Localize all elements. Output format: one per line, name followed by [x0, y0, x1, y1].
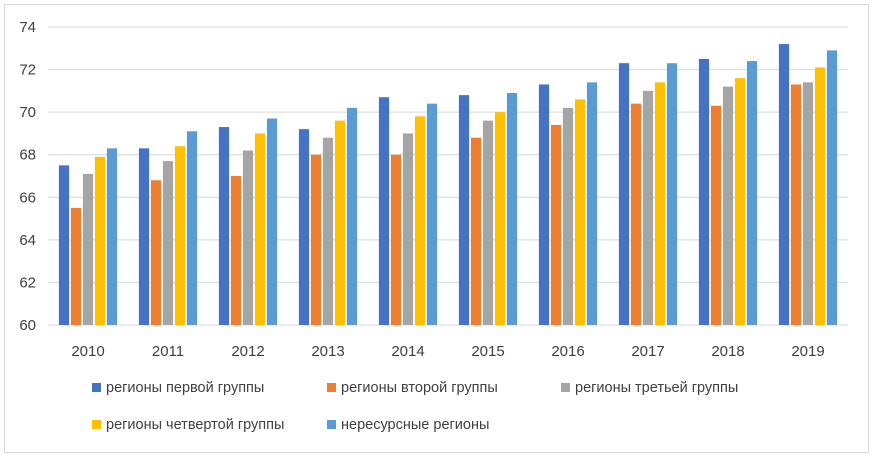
bar-2018-series-2	[710, 105, 722, 325]
bar-2016-series-3	[562, 107, 574, 325]
y-tick-label: 74	[19, 19, 36, 36]
bar-2013-series-2	[310, 154, 322, 325]
x-tick-label: 2014	[391, 343, 424, 360]
legend-swatch-2	[327, 383, 336, 392]
bar-2015-series-2	[470, 137, 482, 325]
bar-2011-series-2	[150, 180, 162, 325]
bar-2011-series-3	[162, 161, 174, 325]
bar-2019-series-1	[778, 44, 790, 326]
bar-2017-series-4	[654, 82, 666, 325]
bar-2012-series-3	[242, 150, 254, 325]
bar-2016-series-1	[538, 84, 550, 325]
bar-2019-series-2	[790, 84, 802, 325]
y-tick-label: 62	[19, 274, 36, 291]
x-tick-label: 2012	[231, 343, 264, 360]
bar-2014-series-1	[378, 97, 390, 325]
legend-label-4: регионы четвертой группы	[106, 417, 284, 433]
bar-2012-series-4	[254, 133, 266, 325]
bar-2013-series-3	[322, 137, 334, 325]
bar-2013-series-4	[334, 120, 346, 326]
legend-label-1: регионы первой группы	[106, 380, 264, 396]
bar-2019-series-4	[814, 67, 826, 325]
bar-2016-series-5	[586, 82, 598, 325]
bar-2010-series-3	[82, 173, 94, 325]
bar-2010-series-1	[58, 165, 70, 325]
x-tick-label: 2016	[551, 343, 584, 360]
bar-2014-series-3	[402, 133, 414, 325]
bar-2018-series-1	[698, 58, 710, 326]
x-tick-label: 2019	[791, 343, 824, 360]
bar-2012-series-1	[218, 127, 230, 326]
y-tick-label: 68	[19, 147, 36, 164]
bar-2014-series-2	[390, 154, 402, 325]
bar-2012-series-2	[230, 176, 242, 325]
bar-2017-series-2	[630, 103, 642, 325]
x-tick-label: 2011	[152, 343, 184, 360]
bar-2011-series-1	[138, 148, 150, 325]
bar-2017-series-3	[642, 90, 654, 325]
legend-swatch-4	[92, 420, 101, 429]
bar-2014-series-5	[426, 103, 438, 325]
x-tick-label: 2013	[311, 343, 344, 360]
bar-2016-series-2	[550, 124, 562, 326]
bar-2011-series-5	[186, 131, 198, 325]
bar-2019-series-5	[826, 50, 838, 326]
bar-2015-series-5	[506, 92, 518, 325]
x-tick-label: 2010	[71, 343, 104, 360]
bar-2018-series-5	[746, 61, 758, 326]
x-tick-label: 2017	[631, 343, 664, 360]
bar-2013-series-1	[298, 129, 310, 325]
bar-2015-series-1	[458, 95, 470, 325]
legend-swatch-1	[92, 383, 101, 392]
y-tick-label: 72	[19, 62, 36, 79]
bar-2010-series-2	[70, 207, 82, 325]
bar-2019-series-3	[802, 82, 814, 325]
x-tick-label: 2018	[711, 343, 744, 360]
legend-label-3: регионы третьей группы	[575, 380, 738, 396]
y-tick-label: 60	[19, 317, 36, 334]
bar-2015-series-3	[482, 120, 494, 326]
y-tick-label: 70	[19, 104, 36, 121]
bar-2014-series-4	[414, 116, 426, 326]
bar-2017-series-5	[666, 63, 678, 325]
bar-2010-series-4	[94, 156, 106, 325]
bar-2011-series-4	[174, 146, 186, 325]
bar-2016-series-4	[574, 99, 586, 325]
bar-2012-series-5	[266, 118, 278, 326]
legend-swatch-5	[327, 420, 336, 429]
x-tick-label: 2015	[471, 343, 504, 360]
legend-swatch-3	[561, 383, 570, 392]
bar-2013-series-5	[346, 107, 358, 325]
bar-2010-series-5	[106, 148, 118, 325]
bar-2017-series-1	[618, 63, 630, 325]
legend-label-2: регионы второй группы	[341, 380, 498, 396]
bar-2018-series-4	[734, 78, 746, 325]
bar-2018-series-3	[722, 86, 734, 325]
bar-2015-series-4	[494, 112, 506, 326]
legend-label-5: нересурсные регионы	[341, 417, 489, 433]
y-tick-label: 66	[19, 189, 36, 206]
y-tick-label: 64	[19, 232, 36, 249]
